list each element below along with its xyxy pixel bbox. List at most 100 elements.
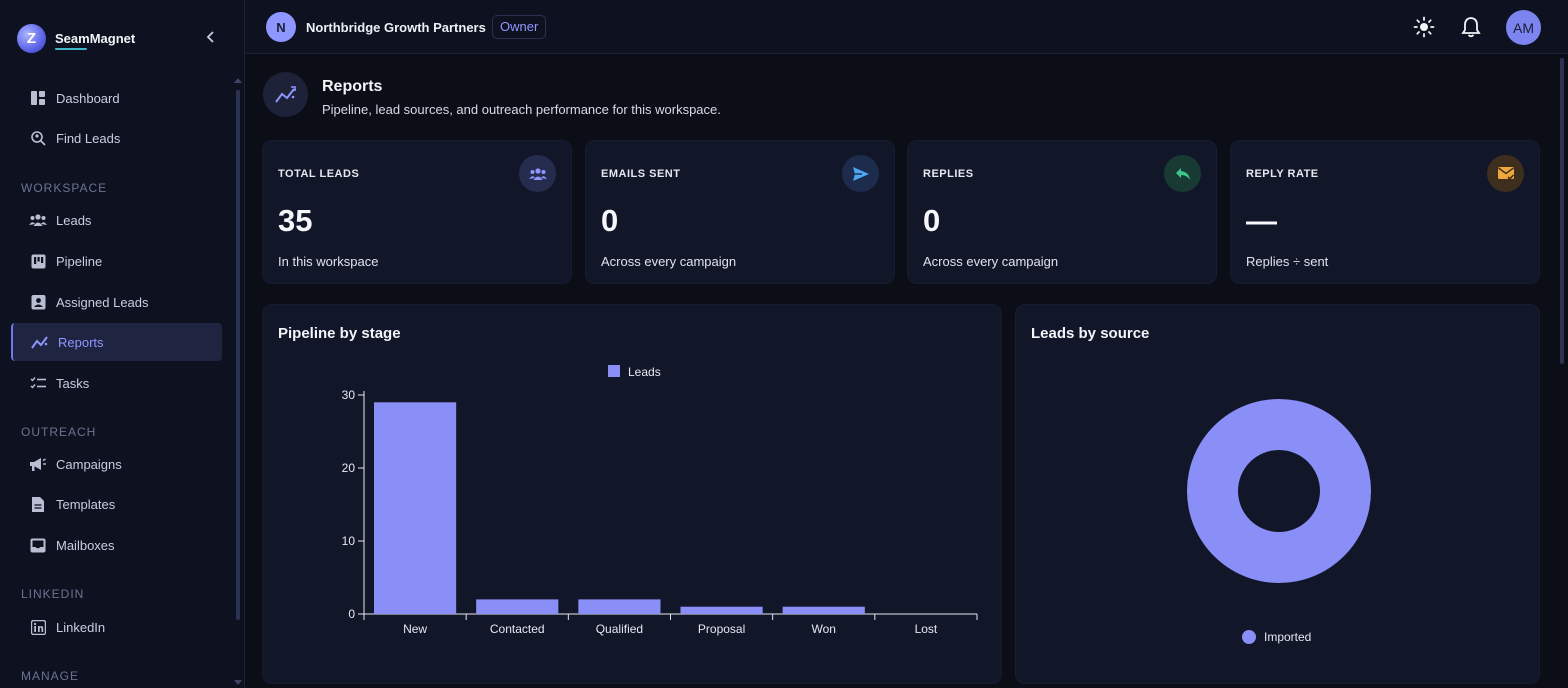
source-panel: Leads by source Imported (1015, 304, 1540, 684)
source-donut-chart: Imported (1187, 399, 1371, 644)
stat-label: REPLY RATE (1246, 168, 1319, 180)
workspace-name[interactable]: Northbridge Growth Partners (306, 20, 486, 35)
theme-toggle-button[interactable] (1412, 15, 1436, 39)
stat-subtext: In this workspace (278, 254, 379, 269)
role-badge: Owner (492, 15, 547, 39)
sidebar-item-pipeline[interactable]: Pipeline (11, 242, 222, 280)
megaphone-icon (29, 455, 47, 473)
legend-label: Leads (628, 365, 661, 379)
sidebar: Z SeamMagnet Dashboard Find Leads WORKSP… (0, 0, 245, 688)
stat-subtext: Across every campaign (923, 254, 1059, 269)
send-icon (842, 155, 879, 192)
stat-value: 0 (601, 203, 619, 238)
main-scrollbar[interactable] (1560, 58, 1564, 364)
reports-icon (31, 333, 49, 351)
bell-icon (1461, 17, 1481, 38)
sidebar-item-find-leads[interactable]: Find Leads (11, 119, 222, 157)
x-tick-label: Contacted (490, 622, 545, 636)
panel-title: Pipeline by stage (278, 325, 401, 342)
bar-qualified (578, 599, 661, 614)
stat-card-total-leads: TOTAL LEADS 35 In this workspace (262, 140, 572, 284)
x-tick-label: New (403, 622, 427, 636)
document-icon (29, 495, 47, 513)
stat-card-replies: REPLIES 0 Across every campaign (907, 140, 1217, 284)
linkedin-icon (29, 618, 47, 636)
sidebar-item-assigned-leads[interactable]: Assigned Leads (11, 283, 222, 321)
reports-icon (263, 72, 308, 117)
sidebar-item-label: Reports (58, 334, 104, 350)
sidebar-item-label: Leads (56, 212, 92, 228)
sidebar-item-label: Dashboard (56, 90, 120, 106)
x-tick-label: Qualified (596, 622, 643, 636)
sidebar-scrollbar[interactable] (236, 90, 240, 620)
legend-swatch (608, 365, 620, 377)
stat-label: TOTAL LEADS (278, 168, 360, 180)
notifications-button[interactable] (1459, 15, 1483, 39)
sidebar-item-label: Find Leads (56, 130, 121, 146)
scroll-up-arrow[interactable] (234, 78, 242, 83)
find-leads-icon (29, 129, 47, 147)
sidebar-item-tasks[interactable]: Tasks (11, 364, 222, 402)
sidebar-item-label: Assigned Leads (56, 294, 149, 310)
stat-label: EMAILS SENT (601, 168, 681, 180)
bar-new (374, 402, 457, 614)
checklist-icon (29, 374, 47, 392)
bar-contacted (476, 599, 559, 614)
brand-logo: Z (17, 24, 46, 53)
mail-check-icon (1487, 155, 1524, 192)
sidebar-item-leads[interactable]: Leads (11, 201, 222, 239)
section-outreach: OUTREACH (21, 425, 97, 439)
panel-title: Leads by source (1031, 325, 1150, 342)
y-tick-label: 20 (342, 461, 356, 475)
stat-subtext: Replies ÷ sent (1246, 254, 1329, 269)
sidebar-item-label: LinkedIn (56, 619, 106, 635)
x-tick-label: Lost (915, 622, 938, 636)
sun-icon (1413, 16, 1435, 38)
dashboard-icon (29, 89, 47, 107)
sidebar-item-label: Campaigns (56, 456, 122, 472)
people-icon (519, 155, 556, 192)
section-linkedin: LINKEDIN (21, 587, 85, 601)
sidebar-item-label: Tasks (56, 375, 90, 391)
bar-won (782, 606, 865, 614)
stat-value: — (1246, 203, 1277, 238)
sidebar-item-dashboard[interactable]: Dashboard (11, 79, 222, 117)
stat-value: 35 (278, 203, 313, 238)
legend-swatch (1242, 630, 1256, 644)
stat-card-reply-rate: REPLY RATE — Replies ÷ sent (1230, 140, 1540, 284)
kanban-icon (29, 252, 47, 270)
section-workspace: WORKSPACE (21, 181, 108, 195)
brand[interactable]: Z SeamMagnet (17, 24, 135, 53)
legend-label: Imported (1264, 630, 1311, 644)
collapse-sidebar-button[interactable] (202, 30, 220, 48)
y-tick-label: 0 (348, 607, 355, 621)
x-tick-label: Won (812, 622, 836, 636)
pipeline-bar-chart: Leads 0 10 20 30 New Contacted Qualified Proposa… (342, 365, 978, 636)
sidebar-item-templates[interactable]: Templates (11, 485, 222, 523)
sidebar-item-label: Mailboxes (56, 537, 115, 553)
page-subtitle: Pipeline, lead sources, and outreach per… (322, 102, 721, 117)
stat-card-emails-sent: EMAILS SENT 0 Across every campaign (585, 140, 895, 284)
sidebar-item-mailboxes[interactable]: Mailboxes (11, 526, 222, 564)
workspace-avatar[interactable]: N (266, 12, 296, 42)
bar-proposal (680, 606, 763, 614)
sidebar-item-label: Pipeline (56, 253, 103, 269)
inbox-icon (29, 536, 47, 554)
topbar: N Northbridge Growth Partners Owner AM (245, 0, 1568, 54)
people-icon (29, 211, 47, 229)
sidebar-item-reports[interactable]: Reports (11, 323, 222, 361)
y-tick-label: 30 (342, 388, 356, 402)
brand-name: SeamMagnet (55, 31, 136, 50)
user-avatar[interactable]: AM (1506, 10, 1541, 45)
donut-slice-imported (1187, 399, 1371, 583)
scroll-down-arrow[interactable] (234, 680, 242, 685)
stat-subtext: Across every campaign (601, 254, 737, 269)
page-title: Reports (322, 78, 383, 95)
reply-icon (1164, 155, 1201, 192)
sidebar-item-campaigns[interactable]: Campaigns (11, 445, 222, 483)
pipeline-panel: Pipeline by stage Leads 0 10 20 30 New Contact… (262, 304, 1002, 684)
chevron-left-icon (206, 31, 214, 43)
sidebar-item-label: Templates (56, 496, 116, 512)
y-tick-label: 10 (342, 534, 356, 548)
sidebar-item-linkedin[interactable]: LinkedIn (11, 608, 222, 646)
